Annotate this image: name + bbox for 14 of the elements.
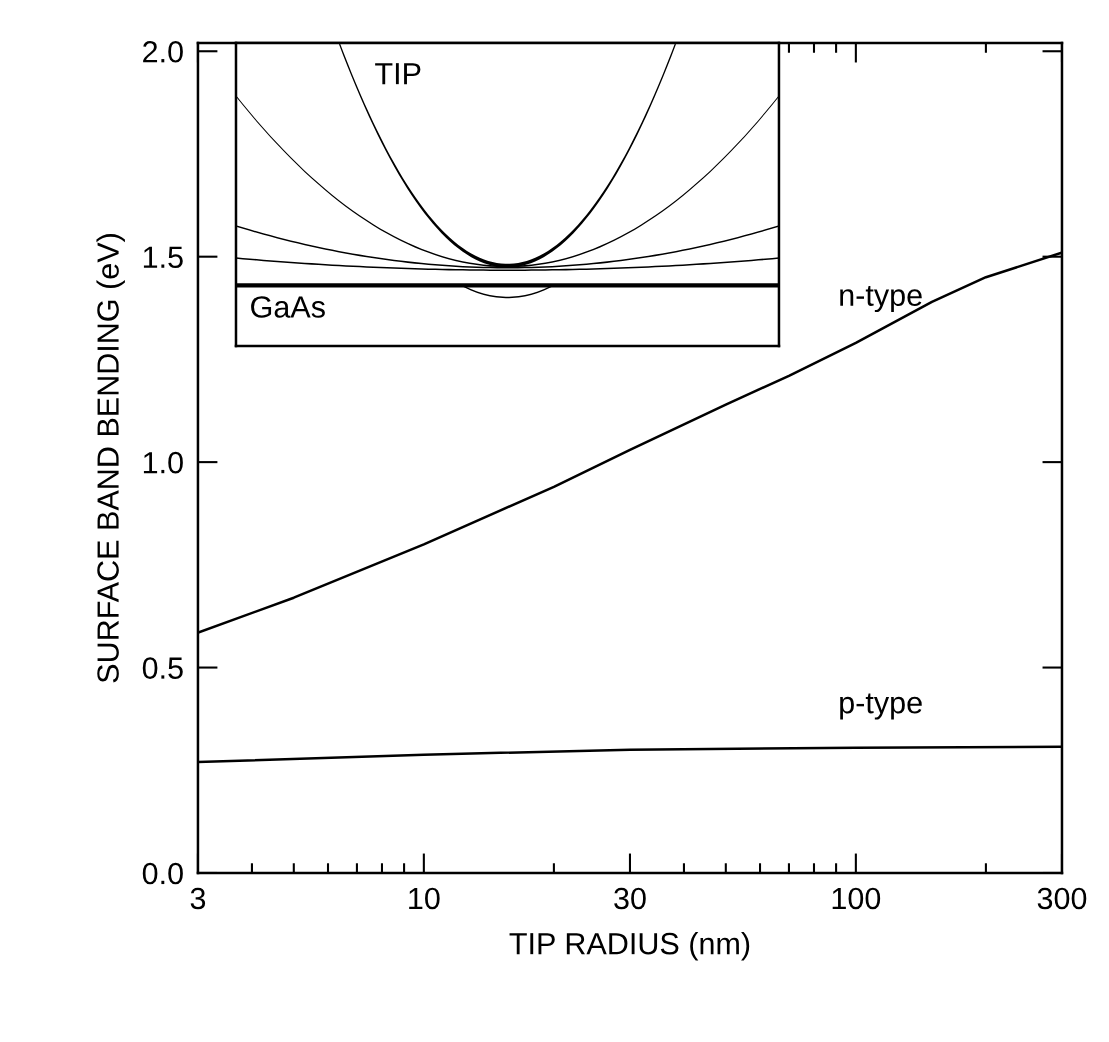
x-tick-label: 10 <box>409 887 440 910</box>
x-tick-label: 300 <box>1037 887 1087 910</box>
x-tick-label: 3 <box>190 887 206 910</box>
x-tick-label: 100 <box>832 887 881 910</box>
series-label: n-type <box>840 285 922 313</box>
series-label: p-type <box>840 693 922 720</box>
y-axis-title: SURFACE BAND BENDING (eV) <box>96 234 125 683</box>
y-tick-label: 2.0 <box>143 40 183 63</box>
y-tick-label: 1.5 <box>143 246 183 269</box>
x-tick-label: 30 <box>614 887 646 910</box>
y-tick-label: 0.5 <box>142 657 183 679</box>
y-tick-label: 0.0 <box>142 862 183 885</box>
y-tick-label: 1.0 <box>143 451 183 474</box>
x-axis-title: TIP RADIUS (nm) <box>509 932 750 961</box>
